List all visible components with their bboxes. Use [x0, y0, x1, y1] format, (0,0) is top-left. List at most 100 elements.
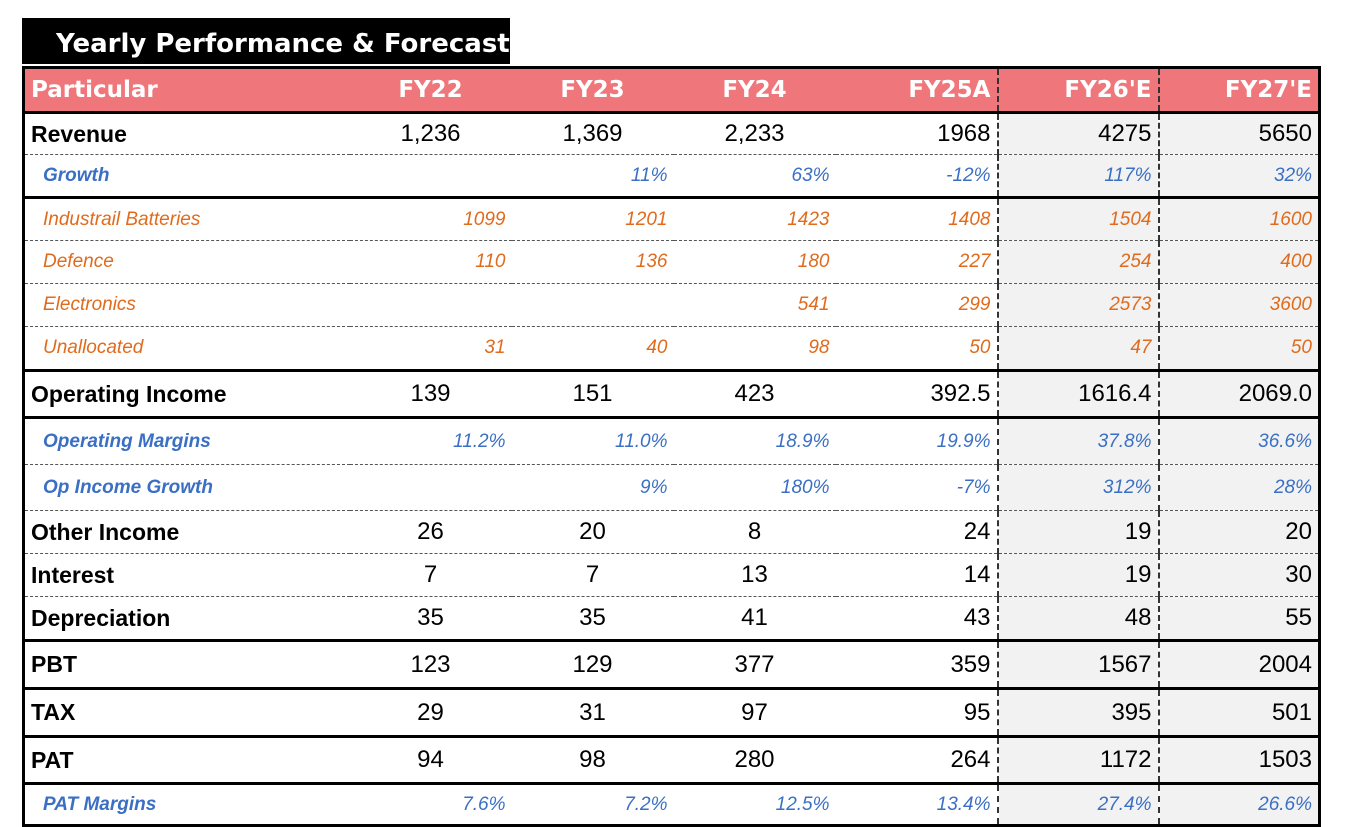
- cell-value: 7: [511, 553, 674, 597]
- cell-value: 31: [349, 326, 512, 372]
- cell-value: 35: [511, 596, 674, 642]
- header-row: Particular FY22 FY23 FY24 FY25A FY26'E F…: [23, 67, 1320, 114]
- cell-value: 359: [835, 640, 999, 690]
- cell-value: 27.4%: [997, 783, 1160, 826]
- cell-value: 227: [835, 240, 999, 284]
- cell-value: 19: [997, 510, 1160, 554]
- cell-value: 7.2%: [624, 793, 668, 815]
- cell-value: 7.6%: [462, 793, 506, 815]
- cell-value: 50: [1158, 326, 1320, 372]
- row-label: Electronics: [23, 283, 350, 327]
- table-row: Other Income 26 20 8 24 19 20: [23, 510, 1320, 554]
- cell-value: 98: [511, 736, 674, 785]
- row-label: PAT Margins: [23, 783, 350, 826]
- cell-value: 501: [1158, 688, 1320, 738]
- cell-value: 32%: [1158, 154, 1320, 199]
- performance-table: Particular FY22 FY23 FY24 FY25A FY26'E F…: [22, 66, 1321, 827]
- row-label: Other Income: [23, 510, 350, 554]
- table-row: Operating Income 139 151 423 392.5 1616.4 2069…: [23, 370, 1320, 419]
- cell-value: 94: [349, 736, 512, 785]
- header-fy25a: FY25A: [835, 67, 999, 114]
- cell-value: 1408: [835, 197, 999, 241]
- cell-value: [349, 283, 512, 327]
- cell-value: -7%: [835, 464, 999, 511]
- cell-value: 377: [673, 640, 836, 690]
- cell-value: 40: [511, 326, 674, 372]
- cell-value: 26.6%: [1158, 783, 1320, 826]
- cell-value: 280: [673, 736, 836, 785]
- cell-value: 123: [349, 640, 512, 690]
- table-row: Electronics 541 299 2573 3600: [23, 283, 1320, 327]
- cell-value: 180: [673, 240, 836, 284]
- cell-value: 14: [835, 553, 999, 597]
- cell-value: 1201: [511, 197, 674, 241]
- cell-value: 1423: [673, 197, 836, 241]
- cell-value: 37.8%: [997, 417, 1160, 465]
- row-label: Operating Income: [23, 370, 350, 419]
- cell-value: 139: [349, 370, 512, 419]
- cell-value: 12.5%: [775, 793, 830, 815]
- table-row: Interest 7 7 13 14 19 30: [23, 553, 1320, 597]
- cell-value: 95: [835, 688, 999, 738]
- table-title: Yearly Performance & Forecast: [22, 18, 510, 64]
- cell-value: 1504: [997, 197, 1160, 241]
- cell-value: 11.2%: [349, 417, 512, 465]
- cell-value: 26: [349, 510, 512, 554]
- row-label: Industrail Batteries: [23, 197, 350, 241]
- cell-value: 3600: [1158, 283, 1320, 327]
- cell-value: 136: [511, 240, 674, 284]
- row-label: Revenue: [23, 112, 350, 155]
- table-row: Revenue 1,236 1,369 2,233 1968 4275 5650: [23, 112, 1320, 155]
- cell-value: 1099: [349, 197, 512, 241]
- cell-value: 50: [835, 326, 999, 372]
- cell-value: 4275: [997, 112, 1160, 155]
- cell-value: 28%: [1158, 464, 1320, 511]
- row-label: Operating Margins: [23, 417, 350, 465]
- row-label: Defence: [23, 240, 350, 284]
- cell-value: 1567: [997, 640, 1160, 690]
- cell-value: 151: [511, 370, 674, 419]
- cell-value: 30: [1158, 553, 1320, 597]
- cell-value: 97: [673, 688, 836, 738]
- cell-value: 2,233: [673, 112, 836, 155]
- cell-value: [349, 154, 512, 199]
- header-fy24: FY24: [673, 67, 836, 114]
- row-label: Growth: [23, 154, 350, 199]
- table-row: Growth 11% 63% -12% 117% 32%: [23, 154, 1320, 199]
- cell-value: 36.6%: [1158, 417, 1320, 465]
- table-row: Op Income Growth 9% 180% -7% 312% 28%: [23, 464, 1320, 511]
- row-label: PBT: [23, 640, 350, 690]
- cell-value: 63%: [673, 154, 836, 199]
- row-label: Op Income Growth: [23, 464, 350, 511]
- header-particular: Particular: [23, 67, 350, 114]
- cell-value: 18.9%: [673, 417, 836, 465]
- table-row: Industrail Batteries 1099 1201 1423 1408 1504…: [23, 197, 1320, 241]
- table-row: PAT Margins 7.6% 7.2% 12.5% 13.4% 27.4% 26.6%: [23, 783, 1320, 826]
- cell-value: 8: [673, 510, 836, 554]
- cell-value: 395: [997, 688, 1160, 738]
- cell-value: -12%: [835, 154, 999, 199]
- header-fy22: FY22: [349, 67, 512, 114]
- row-label: PAT: [23, 736, 350, 785]
- row-label: TAX: [23, 688, 350, 738]
- cell-value: 11%: [511, 154, 674, 199]
- cell-value: 2573: [997, 283, 1160, 327]
- table-row: Operating Margins 11.2% 11.0% 18.9% 19.9% 37.…: [23, 417, 1320, 465]
- cell-value: 2069.0: [1158, 370, 1320, 419]
- row-label: Interest: [23, 553, 350, 597]
- cell-value: 31: [511, 688, 674, 738]
- cell-value: 13.4%: [835, 783, 999, 826]
- cell-value: 264: [835, 736, 999, 785]
- table-row: TAX 29 31 97 95 395 501: [23, 688, 1320, 738]
- cell-value: 20: [1158, 510, 1320, 554]
- cell-value: 43: [835, 596, 999, 642]
- table-row: PBT 123 129 377 359 1567 2004: [23, 640, 1320, 690]
- cell-value: 7: [349, 553, 512, 597]
- cell-value: 19.9%: [835, 417, 999, 465]
- row-label: Unallocated: [23, 326, 350, 372]
- table-row: Defence 110 136 180 227 254 400: [23, 240, 1320, 284]
- header-fy27e: FY27'E: [1158, 67, 1320, 114]
- table-row: PAT 94 98 280 264 1172 1503: [23, 736, 1320, 785]
- cell-value: 20: [511, 510, 674, 554]
- cell-value: 180%: [673, 464, 836, 511]
